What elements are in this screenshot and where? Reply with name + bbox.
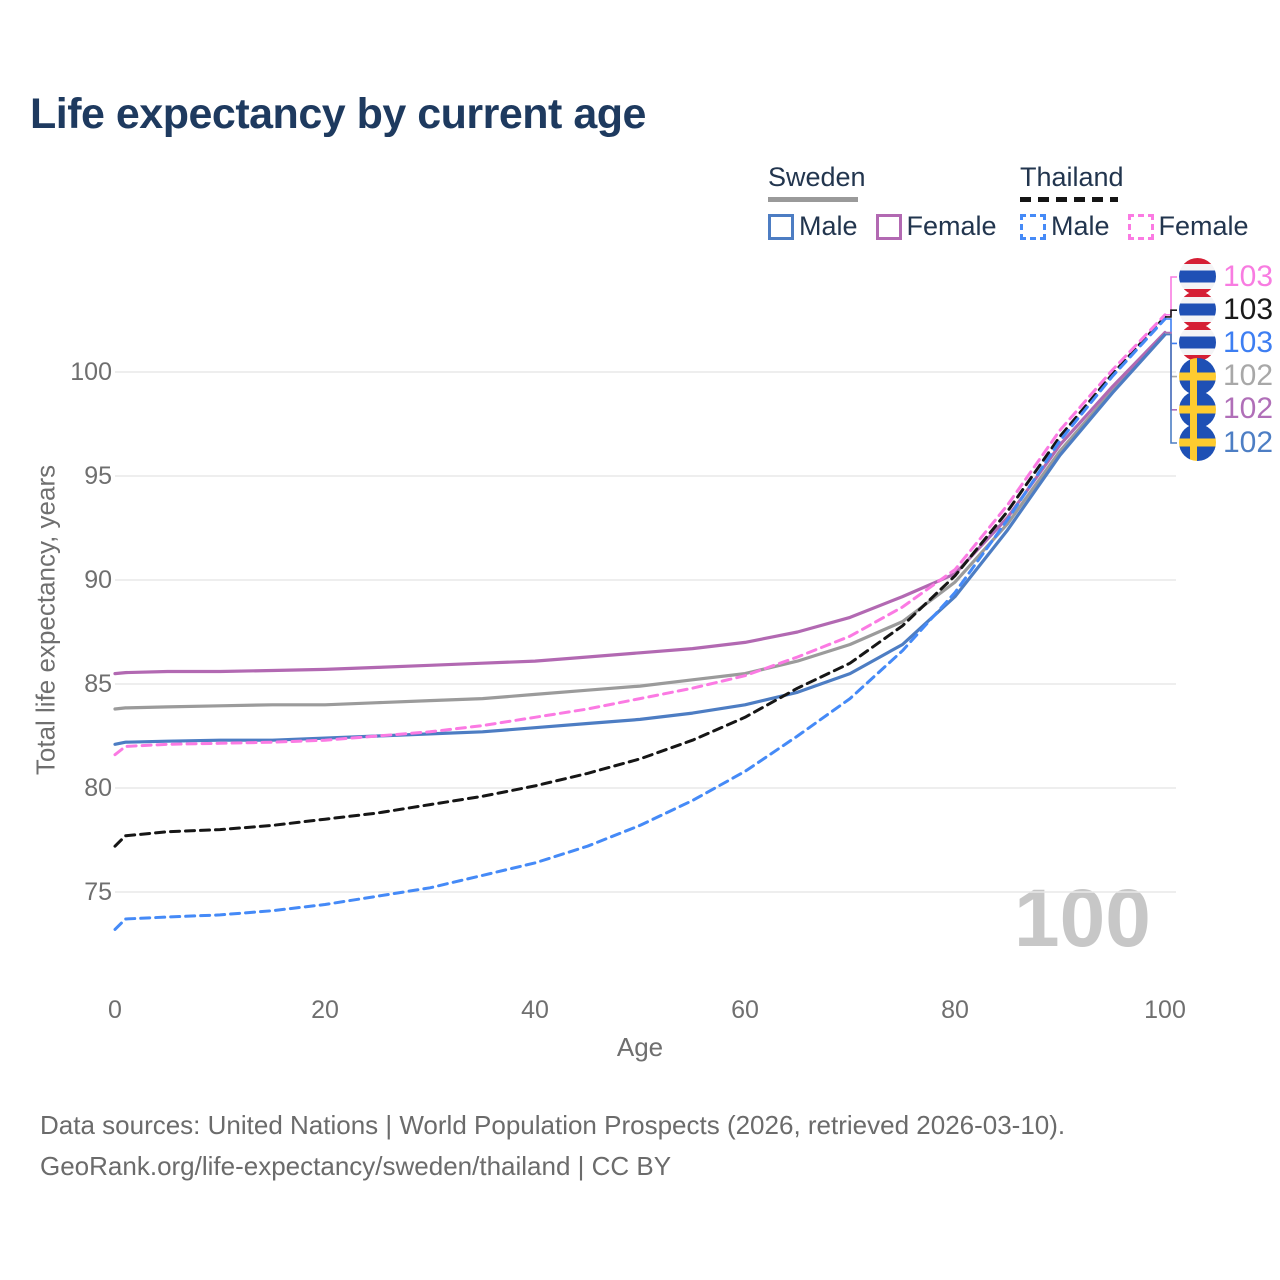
legend-item-label: Female [906, 211, 997, 241]
series-line-thailand_male [113, 317, 1167, 931]
legend-group-thailand: Thailand Male Female [1020, 162, 1267, 242]
sweden-flag-icon [1179, 390, 1216, 428]
series-line-thailand_total [113, 315, 1167, 848]
end-label-connector [1165, 309, 1177, 318]
legend-item-label: Male [799, 211, 858, 241]
x-tick-label: 100 [1144, 996, 1186, 1024]
x-tick-label: 80 [941, 996, 969, 1024]
end-label-connector [1165, 318, 1177, 345]
legend-item-thailand-male[interactable]: Male [1020, 211, 1110, 242]
series-line-thailand_female [113, 313, 1167, 757]
end-label-value: 103 [1223, 325, 1274, 359]
y-tick-label: 95 [84, 462, 112, 490]
end-label-value: 103 [1223, 292, 1274, 326]
legend-item-label: Male [1051, 211, 1110, 241]
legend-group-thailand-label: Thailand [1020, 162, 1124, 192]
legend-item-sweden-female[interactable]: Female [875, 211, 997, 242]
page-title: Life expectancy by current age [30, 90, 646, 138]
sweden-flag-icon [1179, 357, 1216, 395]
x-axis-title: Age [616, 1032, 664, 1062]
end-label-row: 102 [1179, 390, 1274, 428]
y-tick-label: 85 [84, 670, 112, 698]
end-label-connector [1165, 276, 1177, 316]
y-tick-label: 100 [70, 358, 112, 386]
data-sources-text: Data sources: United Nations | World Pop… [40, 1110, 1066, 1140]
y-tick-label: 80 [84, 774, 112, 802]
end-label-connector [1165, 333, 1177, 444]
x-tick-label: 40 [521, 996, 549, 1024]
x-tick-label: 60 [731, 996, 759, 1024]
end-label-row: 103 [1179, 324, 1274, 362]
x-tick-label: 0 [108, 996, 122, 1024]
thailand-flag-icon [1179, 324, 1216, 362]
end-label-row: 102 [1179, 424, 1273, 461]
end-label-value: 103 [1223, 259, 1274, 293]
end-label-value: 102 [1223, 425, 1274, 459]
legend-group-sweden: Sweden Male Female [768, 162, 1015, 242]
attribution-text: GeoRank.org/life-expectancy/sweden/thail… [40, 1151, 672, 1181]
series-line-sweden_total [113, 331, 1167, 711]
legend-group-sweden-label: Sweden [768, 162, 866, 192]
thailand-flag-icon [1179, 291, 1216, 329]
y-tick-label: 90 [84, 566, 112, 594]
legend-item-thailand-female[interactable]: Female [1127, 211, 1249, 242]
series-line-sweden_male [113, 333, 1167, 746]
sweden-flag-icon [1179, 424, 1216, 461]
age-counter-watermark: 100 [1014, 873, 1151, 964]
thailand-male-swatch-icon [1020, 213, 1046, 240]
x-tick-label: 20 [311, 996, 339, 1024]
end-label-row: 103 [1179, 291, 1274, 329]
end-label-value: 102 [1223, 392, 1274, 426]
end-label-value: 102 [1223, 359, 1274, 393]
legend-item-label: Female [1158, 211, 1249, 241]
end-label-row: 103 [1179, 258, 1273, 295]
thailand-dashed-line-sample [1020, 197, 1118, 202]
footer: Data sources: United Nations | World Pop… [40, 1105, 1065, 1187]
thailand-female-swatch-icon [1127, 213, 1154, 240]
series-line-sweden_female [113, 330, 1167, 676]
y-axis-title: Total life expectancy, years [30, 464, 61, 776]
end-label-row: 102 [1179, 357, 1274, 395]
legend-item-sweden-male[interactable]: Male [768, 211, 858, 242]
thailand-flag-icon [1179, 258, 1216, 295]
sweden-solid-line-sample [768, 197, 858, 202]
sweden-male-swatch-icon [768, 213, 794, 240]
sweden-female-swatch-icon [875, 213, 902, 240]
y-tick-label: 75 [84, 878, 112, 906]
